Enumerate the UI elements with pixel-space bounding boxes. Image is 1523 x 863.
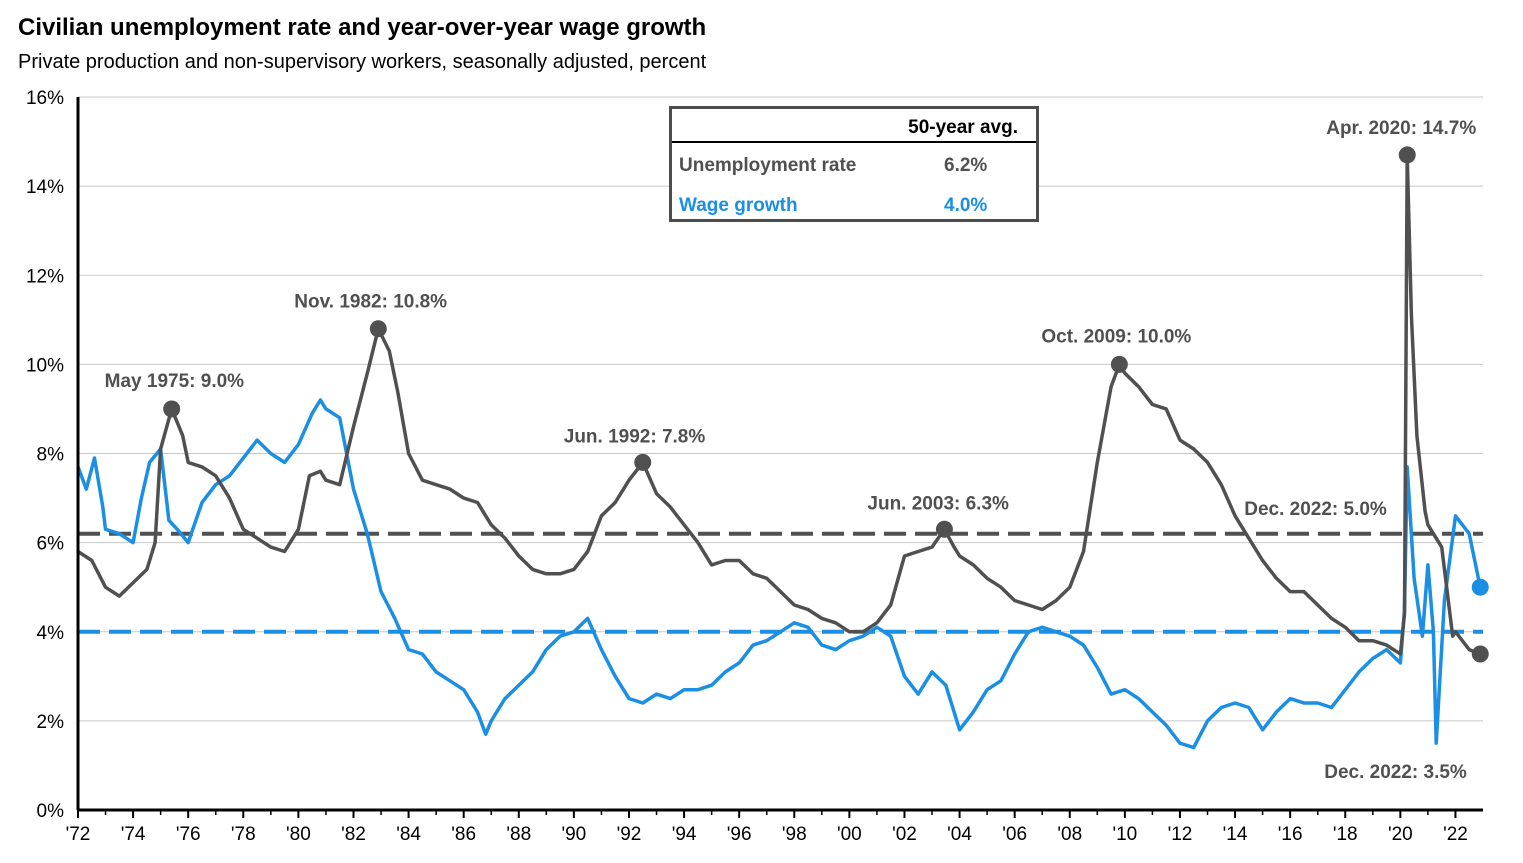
x-tick-label: '10 bbox=[1112, 824, 1137, 845]
x-tick-label: '02 bbox=[892, 824, 917, 845]
x-tick-label: '98 bbox=[782, 824, 807, 845]
y-tick-labels: 0% 2% 4% 6% 8% 10% 12% 14% 16% bbox=[26, 88, 64, 822]
x-tick-label: '82 bbox=[341, 824, 366, 845]
y-tick-label: 6% bbox=[37, 534, 65, 555]
x-tick-label: '88 bbox=[506, 824, 531, 845]
x-tick-label: '84 bbox=[396, 824, 421, 845]
annotation-marker bbox=[1110, 355, 1128, 373]
wage-growth-line bbox=[76, 398, 1482, 750]
x-tick-label: '14 bbox=[1223, 824, 1248, 845]
x-tick-label: '90 bbox=[561, 824, 586, 845]
x-tick-labels: '72 '74 '76 '78 '80 '82 '84 '86 '88 '90 '92 '94 '96 '… bbox=[66, 824, 1468, 845]
legend-label-unemployment: Unemployment rate bbox=[679, 155, 857, 176]
average-lines bbox=[78, 531, 1483, 634]
y-tick-label: 0% bbox=[37, 801, 65, 822]
y-tick-label: 2% bbox=[37, 712, 65, 733]
y-tick-label: 4% bbox=[37, 623, 65, 644]
y-tick-label: 8% bbox=[37, 445, 65, 466]
x-tick-label: '80 bbox=[286, 824, 311, 845]
x-tick-label: '18 bbox=[1333, 824, 1358, 845]
axes bbox=[76, 97, 1483, 818]
x-tick-label: '78 bbox=[231, 824, 256, 845]
annotation-marker bbox=[163, 400, 181, 418]
x-tick-label: '06 bbox=[1002, 824, 1027, 845]
x-tick-label: '04 bbox=[947, 824, 972, 845]
annotation-marker bbox=[1471, 578, 1489, 596]
x-tick-label: '74 bbox=[121, 824, 146, 845]
annotation-label: Jun. 2003: 6.3% bbox=[867, 493, 1009, 514]
legend-value-unemployment: 6.2% bbox=[944, 155, 988, 176]
y-tick-label: 10% bbox=[26, 355, 64, 376]
annotation-label: Dec. 2022: 3.5% bbox=[1324, 762, 1467, 783]
x-tick-label: '86 bbox=[451, 824, 476, 845]
y-tick-label: 16% bbox=[26, 88, 64, 109]
x-tick-label: '72 bbox=[66, 824, 91, 845]
x-tick-label: '76 bbox=[176, 824, 201, 845]
x-tick-label: '94 bbox=[672, 824, 697, 845]
annotation-marker bbox=[1398, 146, 1416, 164]
fifty-year-average-box: 50-year avg. Unemployment rate 6.2% Wage… bbox=[669, 106, 1039, 222]
unemployment-line bbox=[77, 153, 1481, 656]
y-tick-label: 14% bbox=[26, 177, 64, 198]
x-tick-label: '20 bbox=[1388, 824, 1413, 845]
legend-value-wage-growth: 4.0% bbox=[944, 195, 988, 216]
annotation-marker bbox=[1471, 645, 1489, 663]
annotation-label: Nov. 1982: 10.8% bbox=[294, 292, 447, 313]
annotation-label: Apr. 2020: 14.7% bbox=[1326, 118, 1476, 139]
annotation-marker bbox=[634, 453, 652, 471]
annotation-labels: May 1975: 9.0% Nov. 1982: 10.8% Jun. 1992:… bbox=[105, 118, 1477, 783]
annotation-label: Jun. 1992: 7.8% bbox=[564, 426, 706, 447]
chart-subtitle: Private production and non-supervisory w… bbox=[18, 51, 707, 73]
chart-title: Civilian unemployment rate and year-over… bbox=[18, 14, 707, 41]
y-tick-label: 12% bbox=[26, 266, 64, 287]
x-tick-label: '22 bbox=[1443, 824, 1468, 845]
annotation-label: Dec. 2022: 5.0% bbox=[1244, 499, 1387, 520]
x-tick-label: '92 bbox=[617, 824, 642, 845]
series-lines bbox=[76, 153, 1482, 750]
legend-header: 50-year avg. bbox=[672, 109, 1036, 143]
x-tick-label: '96 bbox=[727, 824, 752, 845]
x-tick-label: '08 bbox=[1057, 824, 1082, 845]
x-tick-label: '12 bbox=[1168, 824, 1193, 845]
x-tick-label: '16 bbox=[1278, 824, 1303, 845]
annotation-label: May 1975: 9.0% bbox=[105, 371, 245, 392]
legend-label-wage-growth: Wage growth bbox=[679, 195, 798, 216]
annotation-markers bbox=[163, 146, 1489, 663]
annotation-marker bbox=[935, 520, 953, 538]
legend-header-label: 50-year avg. bbox=[908, 117, 1018, 138]
x-tick-label: '00 bbox=[837, 824, 862, 845]
annotation-label: Oct. 2009: 10.0% bbox=[1041, 326, 1191, 347]
annotation-marker bbox=[369, 320, 387, 338]
